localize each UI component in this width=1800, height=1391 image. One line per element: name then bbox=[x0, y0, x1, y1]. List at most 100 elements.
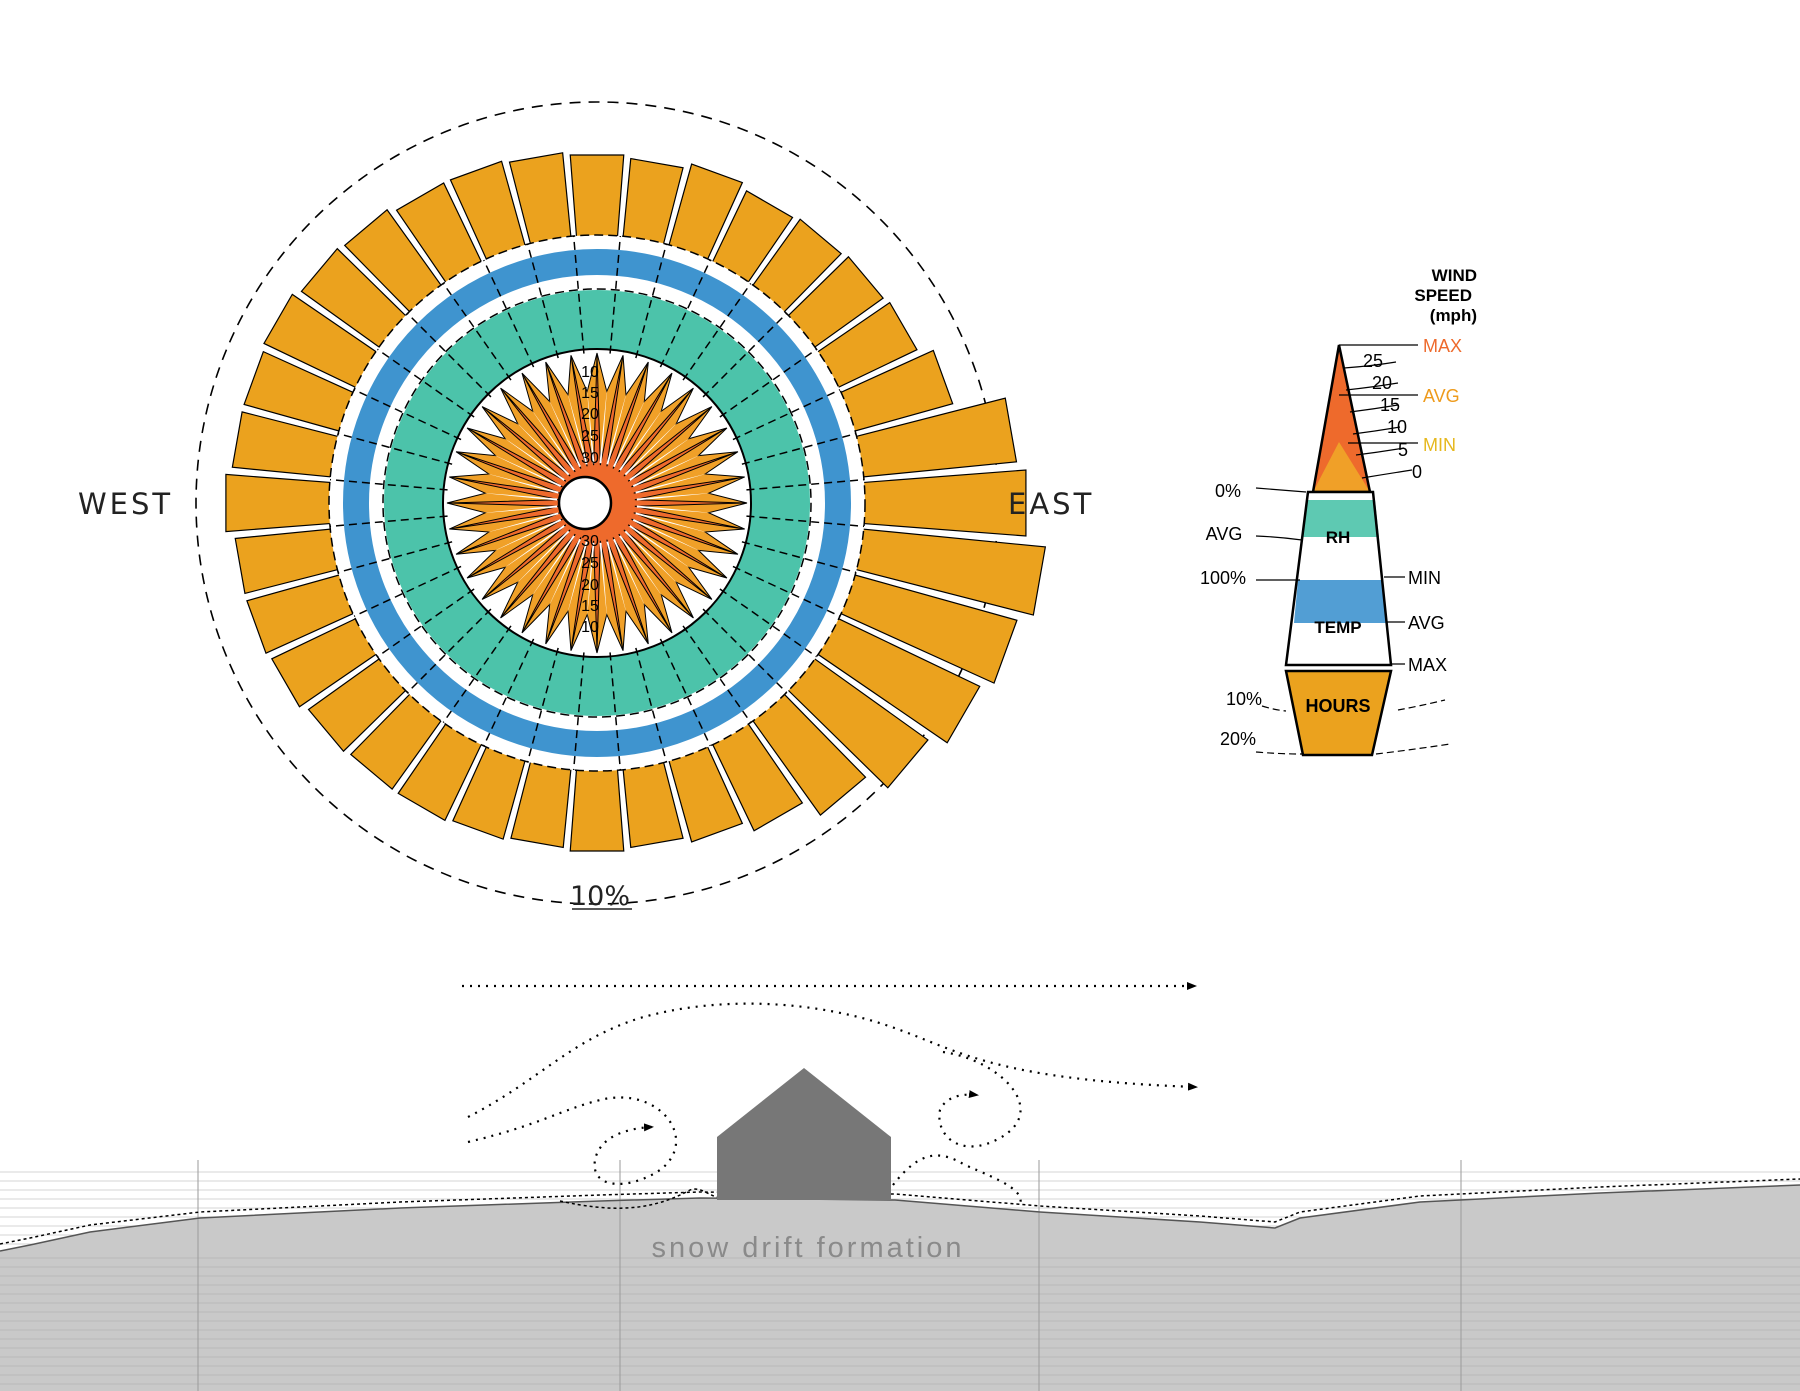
sector-spoke bbox=[377, 348, 475, 418]
legend-speed-max-label: MAX bbox=[1423, 336, 1462, 356]
wind-needle bbox=[636, 492, 715, 501]
house-silhouette bbox=[717, 1068, 891, 1200]
east-label: EAST bbox=[1008, 487, 1094, 521]
sector-spoke bbox=[609, 652, 622, 771]
sector-spoke bbox=[572, 652, 585, 771]
wind-needle bbox=[635, 472, 711, 494]
legend-speed-tick-0: 0 bbox=[1412, 462, 1422, 482]
speed-tick-north-20: 20 bbox=[581, 406, 599, 423]
snow-surface-line bbox=[0, 1178, 1800, 1245]
speed-tick-north-30: 30 bbox=[581, 450, 599, 467]
wind-needle bbox=[490, 453, 562, 487]
section-caption: snow drift formation bbox=[651, 1232, 964, 1264]
sector-spoke bbox=[329, 478, 448, 491]
legend-column-outline bbox=[1284, 490, 1393, 667]
sector-spoke bbox=[719, 588, 817, 658]
wind-needle bbox=[606, 389, 628, 465]
wind-needle bbox=[599, 542, 608, 621]
wind-needle bbox=[479, 492, 558, 501]
legend-temp-leaders bbox=[1384, 576, 1405, 665]
wind-needle bbox=[500, 525, 565, 571]
wind-flow-leeward-eddy bbox=[892, 1050, 1022, 1206]
speed-tick-south-30: 30 bbox=[581, 533, 599, 550]
sector-spoke bbox=[442, 283, 512, 381]
sector-spoke bbox=[682, 283, 752, 381]
wind-rose-legend: WIND SPEED (mph) MAX AVG MIN 25 20 15 10… bbox=[1200, 266, 1477, 757]
wind-needle bbox=[547, 396, 581, 468]
wind-needle bbox=[619, 535, 665, 600]
sector-spoke bbox=[526, 243, 559, 359]
snow-drift-section: snow drift formation bbox=[0, 982, 1800, 1391]
speed-tick-north-25: 25 bbox=[581, 428, 599, 445]
legend-hours-leaders bbox=[1255, 699, 1451, 755]
sector-spoke bbox=[659, 638, 711, 747]
wind-needle bbox=[635, 512, 711, 534]
ground-strata-lines bbox=[0, 1160, 1800, 1391]
wind-needle bbox=[606, 541, 628, 617]
sector-spoke bbox=[746, 478, 865, 491]
wind-needle bbox=[483, 472, 559, 494]
wind-needle bbox=[513, 419, 570, 476]
wind-needle bbox=[513, 530, 570, 587]
legend-speed-tick-10: 10 bbox=[1387, 417, 1407, 437]
sector-spoke bbox=[609, 235, 622, 354]
legend-title-speed: SPEED bbox=[1414, 286, 1472, 305]
hours-bar bbox=[853, 469, 1027, 537]
speed-tick-south-20: 20 bbox=[581, 577, 599, 594]
legend-speed-tick-15: 15 bbox=[1380, 395, 1400, 415]
wind-needle bbox=[629, 525, 694, 571]
sector-spoke bbox=[337, 541, 453, 574]
wind-needle bbox=[479, 505, 558, 514]
hours-bars bbox=[225, 152, 1047, 852]
wind-needle bbox=[636, 505, 715, 514]
wind-needle bbox=[586, 385, 595, 464]
sector-spokes bbox=[329, 235, 865, 771]
ground-edge-line bbox=[0, 1184, 1800, 1252]
legend-speed-avg-label: AVG bbox=[1423, 386, 1460, 406]
sector-spoke bbox=[682, 625, 752, 723]
legend-speed-tick-5: 5 bbox=[1398, 440, 1408, 460]
speed-tick-south-10: 10 bbox=[581, 619, 599, 636]
legend-speed-max-area bbox=[1313, 345, 1370, 492]
legend-hours-block bbox=[1284, 669, 1393, 757]
legend-temp-label: TEMP bbox=[1314, 618, 1361, 637]
speed-ticks-north: 30 25 20 15 10 bbox=[581, 364, 599, 467]
sector-spoke bbox=[483, 638, 535, 747]
sector-spoke bbox=[406, 608, 492, 694]
speed-tick-south-25: 25 bbox=[581, 555, 599, 572]
hours-bar bbox=[569, 154, 625, 247]
legend-hours-10-label: 10% bbox=[1226, 689, 1262, 709]
wind-needle bbox=[566, 389, 588, 465]
sector-spoke bbox=[483, 259, 535, 368]
legend-speed-avg-area bbox=[1313, 442, 1370, 492]
legend-speed-tick-20: 20 bbox=[1372, 373, 1392, 393]
wind-needle bbox=[624, 419, 681, 476]
wind-needle bbox=[619, 406, 665, 471]
speed-tick-north-15: 15 bbox=[581, 385, 599, 402]
legend-rh-avg-label: AVG bbox=[1206, 524, 1243, 544]
wind-needle bbox=[490, 519, 562, 553]
legend-speed-min-label: MIN bbox=[1423, 435, 1456, 455]
wind-needle bbox=[599, 385, 608, 464]
sector-spoke bbox=[635, 243, 668, 359]
west-label: WEST bbox=[78, 487, 173, 521]
sector-spoke bbox=[377, 588, 475, 658]
rh-band bbox=[384, 290, 810, 716]
sector-spoke bbox=[732, 389, 841, 441]
sector-spoke bbox=[353, 565, 462, 617]
sector-spoke bbox=[659, 259, 711, 368]
legend-temp-max-label: MAX bbox=[1408, 655, 1447, 675]
sector-spoke bbox=[741, 432, 857, 465]
wind-needle bbox=[500, 435, 565, 481]
wind-needle bbox=[586, 542, 595, 621]
legend-temp-band bbox=[1294, 580, 1387, 623]
wind-needle bbox=[529, 535, 575, 600]
wind-needle bbox=[566, 541, 588, 617]
hours-bar bbox=[225, 473, 341, 533]
wind-needle bbox=[629, 435, 694, 481]
legend-temp-avg-label: AVG bbox=[1408, 613, 1445, 633]
sector-spoke bbox=[572, 235, 585, 354]
ten-percent-label: 10% bbox=[570, 881, 630, 912]
legend-rh-band bbox=[1302, 500, 1379, 537]
wind-needle bbox=[529, 406, 575, 471]
